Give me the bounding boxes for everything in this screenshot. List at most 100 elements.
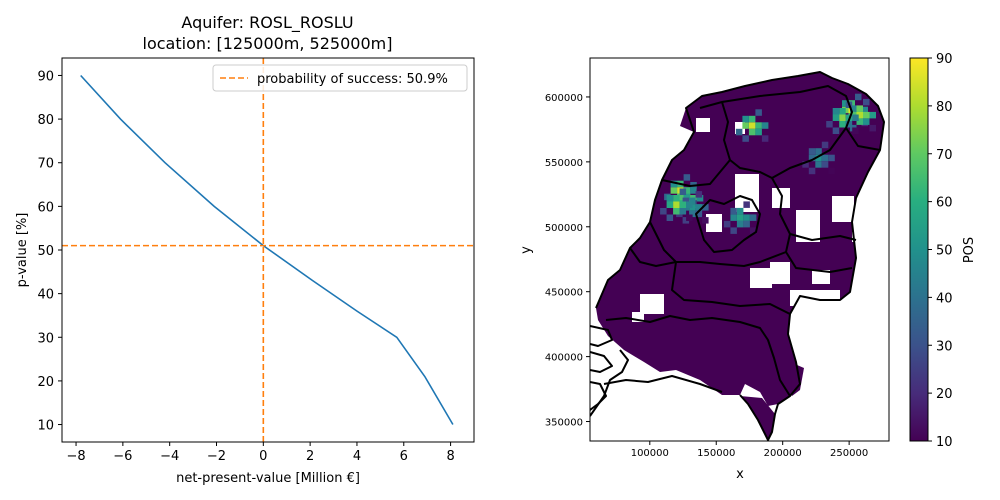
heatmap-cell xyxy=(679,188,687,195)
heatmap-cell xyxy=(850,105,857,112)
left-x-axis-label: net-present-value [Million €] xyxy=(176,471,360,486)
heatmap-cell xyxy=(826,121,833,128)
border-central xyxy=(661,159,731,187)
heatmap-cell xyxy=(852,114,859,121)
heatmap-cell xyxy=(755,122,762,129)
heatmap-cell xyxy=(761,135,769,142)
border-mid-1 xyxy=(649,221,787,267)
heatmap-cell xyxy=(696,195,704,202)
map-heatmap: 100000 150000 200000 250000 350000 400000 4500… xyxy=(519,52,977,482)
heatmap-cell xyxy=(736,214,744,221)
heatmap-cell xyxy=(808,148,816,155)
heatmap-cell xyxy=(861,106,868,114)
heatmap-cell xyxy=(742,135,749,142)
heatmap-cell xyxy=(735,128,743,136)
border-coast-3 xyxy=(590,381,607,411)
border-mid-2 xyxy=(671,261,791,315)
border-coast-1 xyxy=(590,325,613,347)
map-x-tick-label: 100000 xyxy=(631,448,669,459)
map-y-tick-label: 450000 xyxy=(545,288,583,299)
heatmap-cell xyxy=(863,98,870,106)
y-tick-label: 60 xyxy=(37,200,54,215)
colorbar xyxy=(909,57,929,442)
gap xyxy=(750,268,772,288)
colorbar-tick-label: 60 xyxy=(936,196,953,211)
border-south-west xyxy=(590,349,629,417)
map-y-tick-label: 500000 xyxy=(545,223,583,234)
npv-curve-line xyxy=(80,74,454,425)
y-tick-label: 10 xyxy=(37,419,54,434)
border-coast-2 xyxy=(590,351,613,373)
x-tick-label: −2 xyxy=(207,449,226,464)
gap xyxy=(812,270,830,284)
heatmap-cell xyxy=(748,122,756,129)
x-tick-label: 4 xyxy=(353,449,361,464)
chart-title-line-1: Aquifer: ROSL_ROSLU xyxy=(181,13,353,33)
heatmap-cell xyxy=(839,121,846,128)
heatmap-cell xyxy=(666,195,674,202)
heatmap-cell xyxy=(761,122,769,129)
heatmap-cell xyxy=(839,108,846,115)
heatmap-cell xyxy=(755,109,762,116)
heatmap-cell xyxy=(736,220,744,228)
heatmap-cell xyxy=(695,210,703,218)
heatmap-cell xyxy=(736,207,744,215)
heatmap-cell xyxy=(743,214,750,221)
x-tick-label: −4 xyxy=(160,449,179,464)
heatmap-cell xyxy=(743,220,750,228)
heatmap-cell xyxy=(682,217,690,224)
y-tick-label: 80 xyxy=(37,113,54,128)
colorbar-tick-label: 30 xyxy=(936,339,953,354)
colorbar-label: POS xyxy=(962,237,977,263)
left-y-axis-label: p-value [%] xyxy=(15,213,30,288)
heatmap-cell xyxy=(702,217,709,224)
y-tick-label: 90 xyxy=(37,69,54,84)
heatmap-cell xyxy=(730,227,737,234)
heatmap-cell xyxy=(683,187,691,194)
heatmap-cell xyxy=(749,227,757,234)
x-tick-label: −8 xyxy=(66,449,85,464)
chart-legend: probability of success: 50.9% xyxy=(212,64,468,92)
heatmap-cell xyxy=(730,207,737,215)
heatmap-cell xyxy=(749,214,757,221)
coverage-east-strip xyxy=(790,362,804,396)
x-tick-label: −6 xyxy=(113,449,132,464)
heatmap-cell xyxy=(723,220,731,228)
chart-title-line-2: location: [125000m, 525000m] xyxy=(143,34,393,53)
heatmap-cell xyxy=(863,118,870,125)
heatmap-cell xyxy=(855,93,862,101)
region-borders xyxy=(590,71,885,441)
border-outer xyxy=(595,71,885,441)
heatmap-cell xyxy=(695,191,703,198)
heatmap-cell xyxy=(808,154,816,162)
right-axis-ticks: 100000 150000 200000 250000 350000 400000 4500… xyxy=(545,93,868,459)
heatmap-cell xyxy=(690,187,697,194)
heatmap-cell xyxy=(730,214,737,221)
heatmap-cell xyxy=(821,154,829,162)
colorbar-ticks: 10 20 30 40 50 60 70 80 90 xyxy=(928,52,953,450)
border-south-2 xyxy=(605,315,791,397)
heatmap-gaps xyxy=(632,118,862,322)
heatmap-cell xyxy=(748,128,756,136)
heatmap-cell xyxy=(743,201,750,208)
heatmap-cell xyxy=(856,111,863,119)
heatmap-cell xyxy=(666,201,674,208)
map-x-tick-label: 150000 xyxy=(697,448,735,459)
border-belgium xyxy=(603,375,723,393)
heatmap-cell xyxy=(683,193,691,201)
heatmap-cell xyxy=(821,141,829,149)
colorbar-tick-label: 40 xyxy=(936,291,953,306)
heatmap-cell xyxy=(828,154,835,162)
colorbar-tick-label: 20 xyxy=(936,387,953,402)
map-y-tick-label: 550000 xyxy=(545,158,583,169)
border-east-2 xyxy=(785,233,853,273)
heatmap-cell xyxy=(852,127,859,134)
heatmap-cell xyxy=(666,214,674,221)
heatmap-cell xyxy=(839,114,846,121)
colorbar-tick-label: 90 xyxy=(936,52,953,67)
heatmap-cell xyxy=(742,115,749,123)
map-y-tick-label: 600000 xyxy=(545,93,583,104)
heatmap-cell xyxy=(742,122,749,129)
heatmap-cell xyxy=(673,195,680,202)
